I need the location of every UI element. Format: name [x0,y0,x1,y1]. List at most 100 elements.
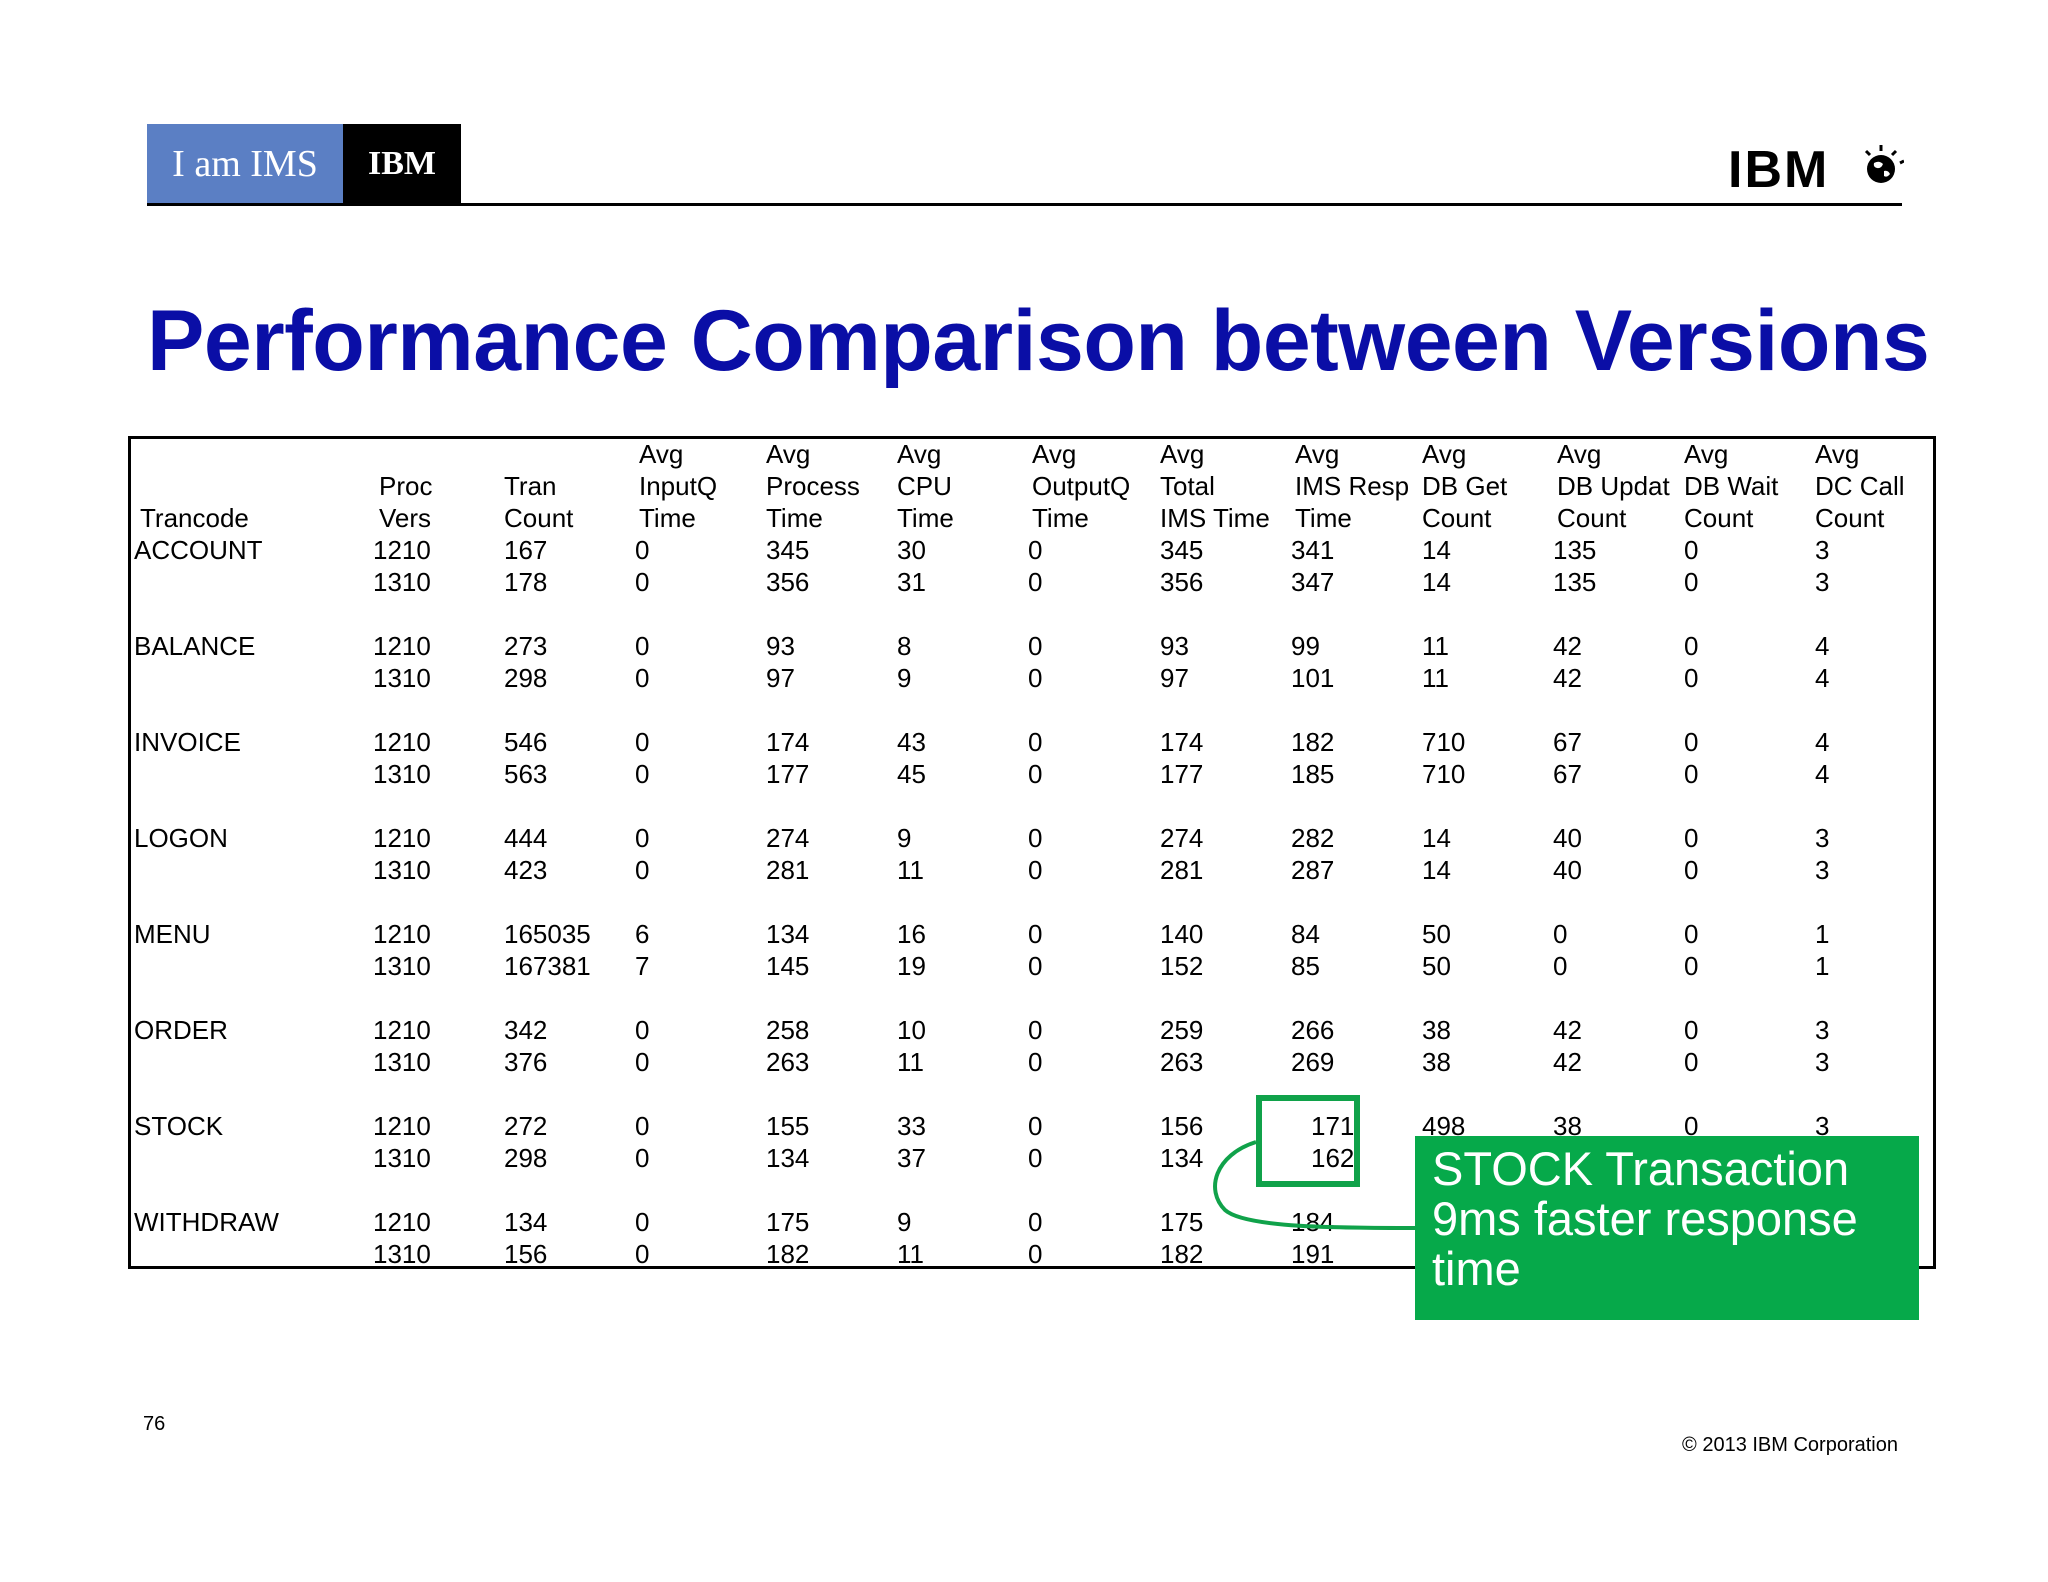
column-header: Proc [379,471,433,501]
page-title: Performance Comparison between Versions [147,293,1930,389]
trancode-cell: ORDER [134,1015,228,1045]
table-cell: 1210 [373,1111,431,1141]
badge-ims-label: I am IMS [147,124,343,204]
table-cell: 182 [766,1239,810,1269]
table-cell: 1310 [373,855,431,885]
page-number: 76 [143,1413,166,1435]
column-header: CPU [897,471,952,501]
table-cell: 281 [766,855,810,885]
trancode-cell: STOCK [134,1111,224,1141]
table-cell: 0 [1684,919,1699,949]
table-cell: 0 [1553,919,1568,949]
table-cell: 11 [897,1047,924,1077]
table-cell: 134 [1160,1143,1204,1173]
table-cell: 14 [1422,535,1451,565]
table-cell: 191 [1291,1239,1335,1269]
column-header: Avg [1160,439,1205,469]
table-cell: 3 [1815,567,1830,597]
table-cell: 0 [1684,727,1699,757]
table-cell: 8 [897,631,912,661]
table-cell: 0 [1028,1143,1043,1173]
trancode-cell: LOGON [134,823,228,853]
table-cell: 97 [766,663,795,693]
table-cell: 11 [897,855,924,885]
column-header: Avg [1295,439,1340,469]
table-cell: 45 [897,759,926,789]
table-cell: 0 [1684,823,1699,853]
table-cell: 38 [1422,1047,1451,1077]
table-cell: 0 [1684,1111,1699,1141]
table-cell: 0 [635,1047,650,1077]
table-cell: 1210 [373,823,431,853]
table-cell: 0 [1684,567,1699,597]
table-cell: 101 [1291,663,1335,693]
table-cell: 0 [1028,1047,1043,1077]
column-header: Count [1815,503,1885,533]
table-cell: 37 [897,1143,926,1173]
table-cell: 67 [1553,759,1582,789]
trancode-cell: MENU [134,919,211,949]
table-cell: 1210 [373,1207,431,1237]
table-cell: 274 [1160,823,1204,853]
column-header: Trancode [140,503,249,533]
table-cell: 281 [1160,855,1204,885]
table-cell: 1310 [373,663,431,693]
column-header: Avg [1032,439,1077,469]
table-cell: 184 [1291,1207,1335,1237]
column-header: Tran [504,471,557,501]
table-cell: 0 [635,1143,650,1173]
column-header: Total [1160,471,1215,501]
column-header: OutputQ [1032,471,1131,501]
table-cell: 0 [1028,1207,1043,1237]
table-cell: 171 [1311,1111,1355,1141]
table-cell: 1210 [373,535,431,565]
table-cell: 266 [1291,1015,1335,1045]
table-cell: 4 [1815,727,1830,757]
table-cell: 0 [1028,1239,1043,1269]
table-cell: 156 [504,1239,548,1269]
callout-line-3: time [1432,1242,1521,1295]
column-header: Count [1557,503,1627,533]
table-cell: 31 [897,567,926,597]
table-cell: 10 [897,1015,926,1045]
table-cell: 0 [1028,631,1043,661]
column-header: DB Get [1422,471,1508,501]
column-header: Time [639,503,696,533]
table-cell: 376 [504,1047,548,1077]
callout-line-1: STOCK Transaction [1432,1142,1850,1195]
table-cell: 134 [766,1143,810,1173]
table-cell: 341 [1291,535,1335,565]
table-cell: 0 [1684,951,1699,981]
table-cell: 0 [1684,535,1699,565]
table-cell: 345 [766,535,810,565]
table-cell: 563 [504,759,548,789]
table-cell: 269 [1291,1047,1335,1077]
table-cell: 0 [1028,663,1043,693]
table-cell: 50 [1422,919,1451,949]
table-cell: 0 [635,663,650,693]
table-cell: 0 [1028,1111,1043,1141]
column-header: Avg [1815,439,1860,469]
badge-ibm-label: IBM [343,124,461,204]
table-cell: 0 [635,535,650,565]
table-cell: 0 [1684,663,1699,693]
column-header: Count [504,503,574,533]
copyright: © 2013 IBM Corporation [1682,1434,1898,1456]
table-cell: 93 [766,631,795,661]
table-cell: 42 [1553,663,1582,693]
table-cell: 1210 [373,919,431,949]
column-header: Avg [1557,439,1602,469]
table-cell: 167381 [504,951,591,981]
table-cell: 444 [504,823,548,853]
table-cell: 4 [1815,631,1830,661]
column-header: Count [1422,503,1492,533]
column-header: Process [766,471,860,501]
table-cell: 273 [504,631,548,661]
table-cell: 263 [1160,1047,1204,1077]
table-cell: 710 [1422,727,1466,757]
table-cell: 1210 [373,1015,431,1045]
table-cell: 185 [1291,759,1335,789]
table-cell: 0 [1028,951,1043,981]
table-cell: 0 [1684,855,1699,885]
table-cell: 274 [766,823,810,853]
